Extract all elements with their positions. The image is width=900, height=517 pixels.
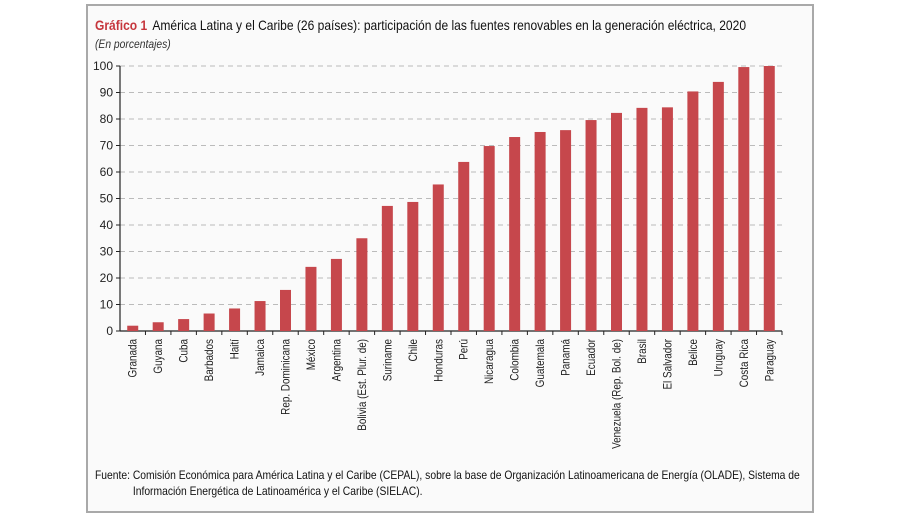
x-tick-label: Suriname [382,339,395,381]
bar [178,319,190,331]
y-tick-label: 80 [100,112,114,126]
bar [738,67,750,331]
x-tick-label: Jamaica [254,339,267,376]
x-tick-label: Haití [229,339,242,359]
y-tick-label: 0 [106,324,113,338]
bar [687,91,699,331]
x-tick-label: El Salvador [662,339,675,390]
bar [560,130,572,331]
bar [432,184,444,331]
chart-subtitle: (En porcentajes) [95,37,171,51]
x-tick-label: Honduras [433,339,446,382]
bar [712,81,724,332]
x-tick-label: Cuba [178,339,191,363]
x-tick-label: Guyana [153,339,166,374]
bar [127,325,139,331]
x-tick-label: Uruguay [713,338,726,376]
bar [330,258,342,331]
x-tick-label: Colombia [509,339,522,381]
bar [585,120,597,331]
bar [203,313,215,331]
bar [305,266,317,331]
bar [407,201,419,331]
x-tick-label: Venezuela (Rep. Bol. de) [611,339,624,449]
x-tick-label: Chile [407,339,420,362]
x-tick-label: Costa Rica [738,339,751,387]
x-tick-label: Ecuador [585,339,598,376]
bar [636,107,648,332]
x-tick-label: Panamá [560,339,573,376]
x-tick-label: Rep. Dominicana [280,339,293,415]
x-tick-label: Granada [127,339,140,378]
y-tick-label: 40 [100,218,114,232]
bar [229,308,241,331]
x-tick-label: Perú [458,339,471,360]
bar [280,289,291,331]
y-tick-label: 10 [100,298,114,312]
x-tick-label: Argentina [331,339,344,381]
y-tick-label: 100 [93,59,113,73]
bar [763,66,775,331]
bar [483,146,495,331]
y-tick-label: 70 [100,139,114,153]
bar [611,112,622,331]
y-tick-label: 20 [100,271,114,285]
x-tick-label: Nicaragua [484,339,497,384]
bar [458,161,470,331]
bar [254,301,266,331]
x-tick-label: Paraguay [764,338,777,381]
chart-number: Gráfico 1 [95,17,148,33]
bar [661,107,673,331]
x-tick-label: Brasil [636,339,649,364]
y-tick-label: 90 [100,86,114,100]
y-tick-label: 60 [100,165,114,179]
bar [509,137,521,331]
bar [152,322,164,331]
source-line-1: Comisión Económica para América Latina y… [132,468,800,482]
bar [381,205,393,331]
source-note: Fuente: Comisión Económica para América L… [95,467,800,499]
y-tick-label: 30 [100,245,114,259]
x-tick-label: México [305,339,318,370]
source-line-2: Información Energética de Latinoamérica … [132,484,423,498]
x-tick-label: Belice [687,339,700,366]
bar [356,238,368,331]
y-tick-label: 50 [100,192,114,206]
x-tick-label: Barbados [203,339,216,381]
x-tick-label: Bolivia (Est. Plur. de) [356,339,369,431]
chart-title-text: América Latina y el Caribe (26 países): … [152,17,747,33]
bar [534,131,546,331]
x-tick-label: Guatemala [534,339,547,387]
chart-title: Gráfico 1 América Latina y el Caribe (26 … [95,17,746,33]
source-label: Fuente: [95,468,131,482]
